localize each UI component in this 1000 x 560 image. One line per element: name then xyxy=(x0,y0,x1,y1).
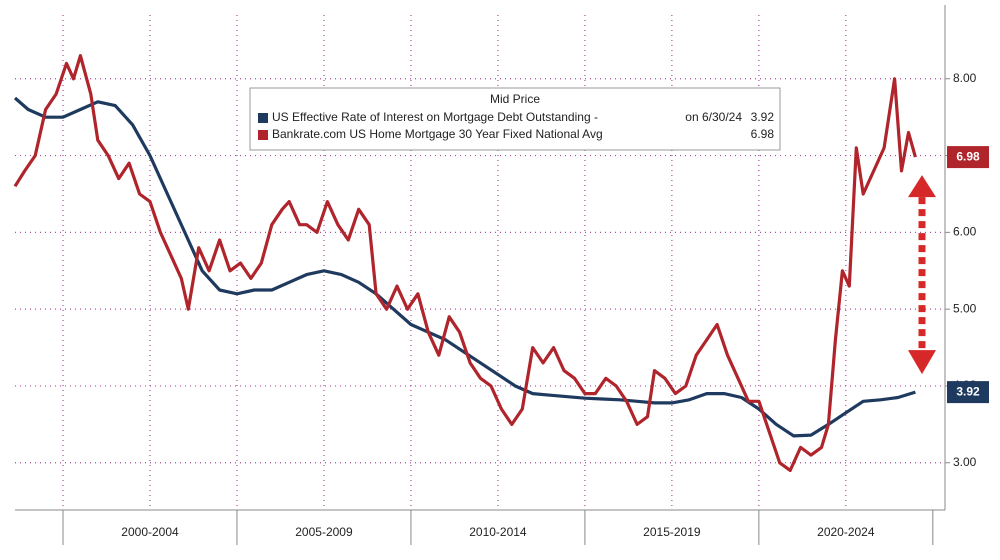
y-tick-label: 8.00 xyxy=(953,71,977,85)
value-tag xyxy=(947,381,989,404)
series-line xyxy=(13,54,917,472)
legend-box xyxy=(249,87,781,151)
legend-label: US Effective Rate of Interest on Mortgag… xyxy=(272,110,598,124)
value-tag-label: 3.92 xyxy=(956,384,980,398)
legend-note: on 6/30/24 xyxy=(685,110,742,124)
x-period-label: 2005-2009 xyxy=(295,525,353,539)
value-tag-label: 6.98 xyxy=(956,149,980,163)
arrow-head xyxy=(908,350,936,375)
arrow-head xyxy=(908,175,936,198)
x-period-label: 2000-2004 xyxy=(121,525,179,539)
y-tick-label: 6.00 xyxy=(953,225,977,239)
legend-value: 3.92 xyxy=(751,110,775,124)
legend-value: 6.98 xyxy=(751,127,775,141)
y-tick-label: 5.00 xyxy=(953,301,977,315)
x-period-label: 2020-2024 xyxy=(817,525,875,539)
legend-label: Bankrate.com US Home Mortgage 30 Year Fi… xyxy=(272,127,603,141)
value-tag xyxy=(947,146,989,169)
x-period-label: 2015-2019 xyxy=(643,525,701,539)
legend-swatch xyxy=(258,113,268,123)
legend-title: Mid Price xyxy=(490,92,540,106)
y-tick-label: 3.00 xyxy=(953,455,977,469)
x-period-label: 2010-2014 xyxy=(469,525,527,539)
legend-swatch xyxy=(258,130,268,140)
